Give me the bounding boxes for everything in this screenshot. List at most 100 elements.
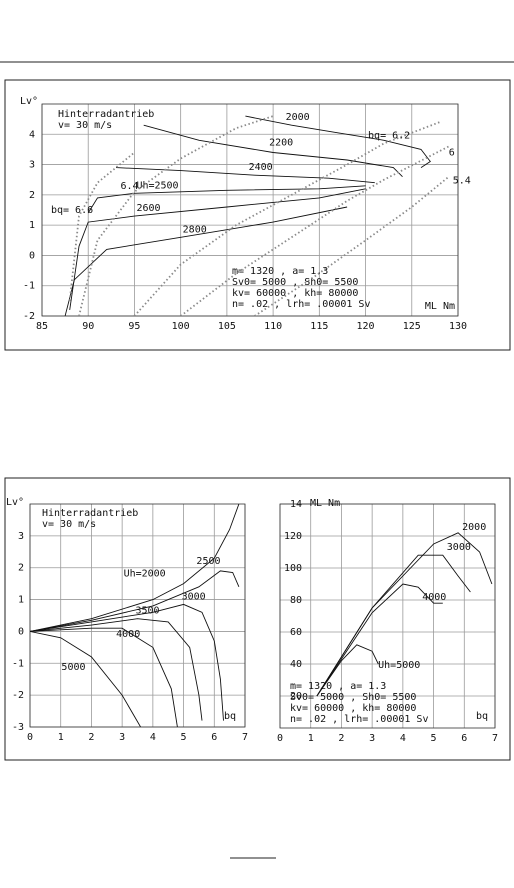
y-tick-label: 1 bbox=[29, 220, 35, 231]
y-tick-label: -2 bbox=[12, 690, 24, 701]
curve-label: 4000 bbox=[422, 592, 446, 603]
curve-label: 6 bbox=[449, 147, 455, 158]
parameter-text: n= .02 , lrh= .00001 Sv bbox=[232, 299, 370, 310]
curve-label: 3500 bbox=[136, 606, 160, 617]
x-tick-label: 1 bbox=[308, 733, 314, 744]
curve-label: 5.4 bbox=[453, 176, 471, 187]
curve-label: Uh=5000 bbox=[378, 660, 420, 671]
x-tick-label: 110 bbox=[264, 321, 282, 332]
annotation: v= 30 m/s bbox=[58, 120, 112, 131]
y-tick-label: 20 bbox=[290, 691, 302, 702]
y-tick-label: 80 bbox=[290, 595, 302, 606]
x-tick-label: 7 bbox=[492, 733, 498, 744]
x-axis-label: bq bbox=[224, 711, 236, 722]
y-tick-label: 1 bbox=[18, 595, 24, 606]
curve-label: 2500 bbox=[196, 556, 220, 567]
curve bbox=[245, 115, 431, 168]
y-tick-label: 100 bbox=[284, 563, 302, 574]
curve bbox=[87, 185, 366, 214]
curve bbox=[316, 532, 493, 697]
x-tick-label: 1 bbox=[58, 732, 64, 743]
curve bbox=[115, 167, 375, 184]
x-tick-label: 125 bbox=[403, 321, 421, 332]
curve-label: 5000 bbox=[61, 662, 85, 673]
y-tick-label: 60 bbox=[290, 627, 302, 638]
x-tick-label: 3 bbox=[119, 732, 125, 743]
curve-label: 2000 bbox=[462, 522, 486, 533]
curve bbox=[78, 115, 274, 316]
parameter-text: kv= 60000 , kh= 80000 bbox=[232, 288, 358, 299]
x-tick-label: 4 bbox=[150, 732, 156, 743]
curve bbox=[30, 630, 141, 727]
x-tick-label: 4 bbox=[400, 733, 406, 744]
curve bbox=[30, 570, 240, 632]
y-tick-label: 2 bbox=[29, 190, 35, 201]
figure-frame bbox=[4, 477, 511, 761]
plot-frame bbox=[279, 503, 496, 729]
x-tick-label: 85 bbox=[36, 321, 48, 332]
y-tick-label: 2 bbox=[18, 563, 24, 574]
x-tick-label: 5 bbox=[181, 732, 187, 743]
y-tick-label: 3 bbox=[29, 160, 35, 171]
x-axis-label: bq bbox=[476, 711, 488, 722]
curve bbox=[180, 145, 450, 316]
x-tick-label: 130 bbox=[449, 321, 467, 332]
y-tick-label: -1 bbox=[23, 281, 35, 292]
x-tick-label: 90 bbox=[82, 321, 94, 332]
x-tick-label: 105 bbox=[218, 321, 236, 332]
curve-label: 3000 bbox=[447, 542, 471, 553]
curve bbox=[316, 583, 443, 697]
y-tick-label: -2 bbox=[23, 311, 35, 322]
curve-label: 3000 bbox=[182, 591, 206, 602]
curve-label: Uh=2000 bbox=[124, 569, 166, 580]
curve bbox=[30, 627, 178, 727]
curve-label: 2200 bbox=[269, 137, 293, 148]
y-tick-label: 0 bbox=[29, 250, 35, 261]
curve bbox=[68, 151, 135, 301]
x-tick-label: 120 bbox=[357, 321, 375, 332]
plot-frame bbox=[41, 103, 459, 317]
y-tick-label: 14 bbox=[290, 499, 302, 510]
curve-label: 2800 bbox=[183, 224, 207, 235]
curve-label: 2400 bbox=[249, 162, 273, 173]
x-tick-label: 2 bbox=[88, 732, 94, 743]
curve-label: bq= 6.6 bbox=[51, 205, 93, 216]
annotation: Hinterradantrieb bbox=[58, 109, 154, 120]
x-tick-label: 2 bbox=[338, 733, 344, 744]
x-tick-label: 95 bbox=[128, 321, 140, 332]
x-tick-label: 115 bbox=[310, 321, 328, 332]
annotation: v= 30 m/s bbox=[42, 519, 96, 530]
y-tick-label: 3 bbox=[18, 531, 24, 542]
y-tick-label: 4 bbox=[29, 129, 35, 140]
y-axis-label: Lv° bbox=[6, 497, 24, 508]
curve bbox=[143, 124, 403, 178]
parameter-text: kv= 60000 , kh= 80000 bbox=[290, 703, 416, 714]
x-axis-label: ML Nm bbox=[425, 301, 455, 312]
x-tick-label: 3 bbox=[369, 733, 375, 744]
y-tick-label: 0 bbox=[18, 626, 24, 637]
curve-label: 2000 bbox=[286, 112, 310, 123]
x-tick-label: 7 bbox=[242, 732, 248, 743]
plot-frame bbox=[29, 503, 246, 728]
curve-label: 2600 bbox=[136, 203, 160, 214]
parameter-text: n= .02 , lrh= .00001 Sv bbox=[290, 714, 428, 725]
parameter-text: Sv0= 5000 , Sh0= 5500 bbox=[232, 277, 358, 288]
y-tick-label: 120 bbox=[284, 531, 302, 542]
y-tick-label: -1 bbox=[12, 658, 24, 669]
parameter-text: m= 1320 , a= 1.3 bbox=[232, 266, 328, 277]
y-axis-label: ML Nm bbox=[310, 498, 340, 509]
curve-label: bq= 6.2 bbox=[368, 130, 410, 141]
x-tick-label: 100 bbox=[172, 321, 190, 332]
figure-frame bbox=[4, 79, 511, 351]
annotation: Hinterradantrieb bbox=[42, 508, 138, 519]
curve bbox=[316, 554, 471, 697]
y-tick-label: -3 bbox=[12, 722, 24, 733]
y-tick-label: 40 bbox=[290, 659, 302, 670]
x-tick-label: 6 bbox=[461, 733, 467, 744]
x-tick-label: 0 bbox=[27, 732, 33, 743]
x-tick-label: 5 bbox=[431, 733, 437, 744]
curve bbox=[254, 176, 450, 316]
curve bbox=[30, 618, 203, 721]
curve bbox=[64, 206, 348, 316]
curve-label: Uh=2500 bbox=[136, 180, 178, 191]
